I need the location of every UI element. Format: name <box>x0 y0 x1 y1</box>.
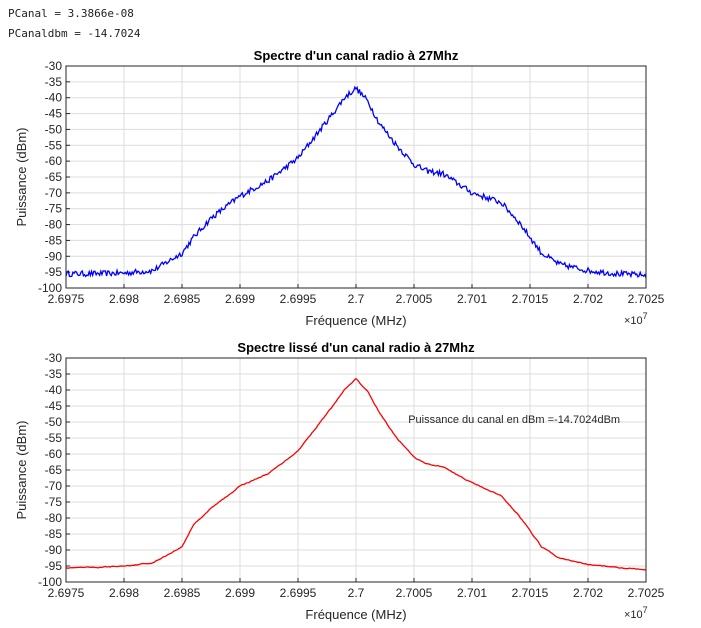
smoothed-spectrum-plot: 2.6975 2.698 2.6985 2.699 2.6995 2.7 2.7005 2.7… <box>14 340 665 622</box>
x-tick-label: 2.6975 <box>48 586 85 600</box>
x-tick-label: 2.7005 <box>396 292 433 306</box>
y-tick-label: -85 <box>45 233 63 247</box>
chart-title: Spectre lissé d'un canal radio à 27Mhz <box>237 340 475 355</box>
x-tick-label: 2.699 <box>225 586 255 600</box>
y-tick-label: -100 <box>38 281 62 295</box>
y-tick-label: -35 <box>45 367 63 381</box>
y-tick-label: -40 <box>45 91 63 105</box>
x-axis-label: Fréquence (MHz) <box>305 607 406 622</box>
y-tick-label: -90 <box>45 543 63 557</box>
x-axis-label: Fréquence (MHz) <box>305 313 406 328</box>
x-tick-label: 2.7005 <box>396 586 433 600</box>
y-tick-label: -100 <box>38 575 62 589</box>
y-tick-label: -60 <box>45 447 63 461</box>
x-tick-label: 2.698 <box>109 586 139 600</box>
x-tick-label: 2.6985 <box>164 586 201 600</box>
console-output-pcanal: PCanal = 3.3866e-08 <box>8 7 134 20</box>
y-tick-label: -60 <box>45 154 63 168</box>
x-tick-label: 2.6995 <box>280 586 317 600</box>
y-tick-label: -45 <box>45 107 63 121</box>
y-tick-label: -75 <box>45 202 63 216</box>
spectrum-plot: 2.6975 2.698 2.6985 2.699 2.6995 2.7 2.7005 2.7… <box>14 48 665 328</box>
y-tick-label: -50 <box>45 122 63 136</box>
y-tick-label: -35 <box>45 75 63 89</box>
y-tick-label: -55 <box>45 138 63 152</box>
x-tick-label: 2.6985 <box>164 292 201 306</box>
y-tick-label: -70 <box>45 186 63 200</box>
x-tick-label: 2.6995 <box>280 292 317 306</box>
y-tick-label: -40 <box>45 383 63 397</box>
y-tick-label: -95 <box>45 559 63 573</box>
y-tick-label: -30 <box>45 351 63 365</box>
y-axis-label: Puissance (dBm) <box>14 128 29 227</box>
axes-frame <box>65 65 647 289</box>
y-tick-label: -70 <box>45 479 63 493</box>
x-tick-label: 2.6975 <box>48 292 85 306</box>
x-tick-label: 2.7025 <box>628 586 665 600</box>
x-tick-label: 2.7 <box>348 586 365 600</box>
y-tick-label: -65 <box>45 463 63 477</box>
spectrum-line <box>65 377 647 571</box>
console-output-pcanaldbm: PCanaldbm = -14.7024 <box>8 27 141 40</box>
x-tick-label: 2.7 <box>348 292 365 306</box>
x-tick-label: 2.7015 <box>512 292 549 306</box>
axes-frame <box>65 357 647 583</box>
x-axis-exponent: ×107 <box>624 311 648 327</box>
x-tick-label: 2.702 <box>573 586 603 600</box>
x-tick-label: 2.699 <box>225 292 255 306</box>
x-tick-label: 2.698 <box>109 292 139 306</box>
y-tick-label: -85 <box>45 527 63 541</box>
x-tick-label: 2.7025 <box>628 292 665 306</box>
y-tick-label: -50 <box>45 415 63 429</box>
y-tick-label: -30 <box>45 59 63 73</box>
y-tick-label: -45 <box>45 399 63 413</box>
power-annotation: Puissance du canal en dBm =-14.7024dBm <box>408 414 620 426</box>
y-axis-label: Puissance (dBm) <box>14 421 29 520</box>
y-tick-label: -75 <box>45 495 63 509</box>
x-tick-label: 2.702 <box>573 292 603 306</box>
y-tick-label: -95 <box>45 265 63 279</box>
y-tick-label: -80 <box>45 511 63 525</box>
x-tick-label: 2.701 <box>457 292 487 306</box>
spectrum-line <box>65 85 647 279</box>
y-tick-label: -65 <box>45 170 63 184</box>
chart-title: Spectre d'un canal radio à 27Mhz <box>254 48 459 63</box>
y-tick-label: -55 <box>45 431 63 445</box>
y-tick-label: -80 <box>45 218 63 232</box>
x-tick-label: 2.7015 <box>512 586 549 600</box>
x-axis-exponent: ×107 <box>624 605 648 621</box>
x-tick-label: 2.701 <box>457 586 487 600</box>
y-tick-label: -90 <box>45 249 63 263</box>
